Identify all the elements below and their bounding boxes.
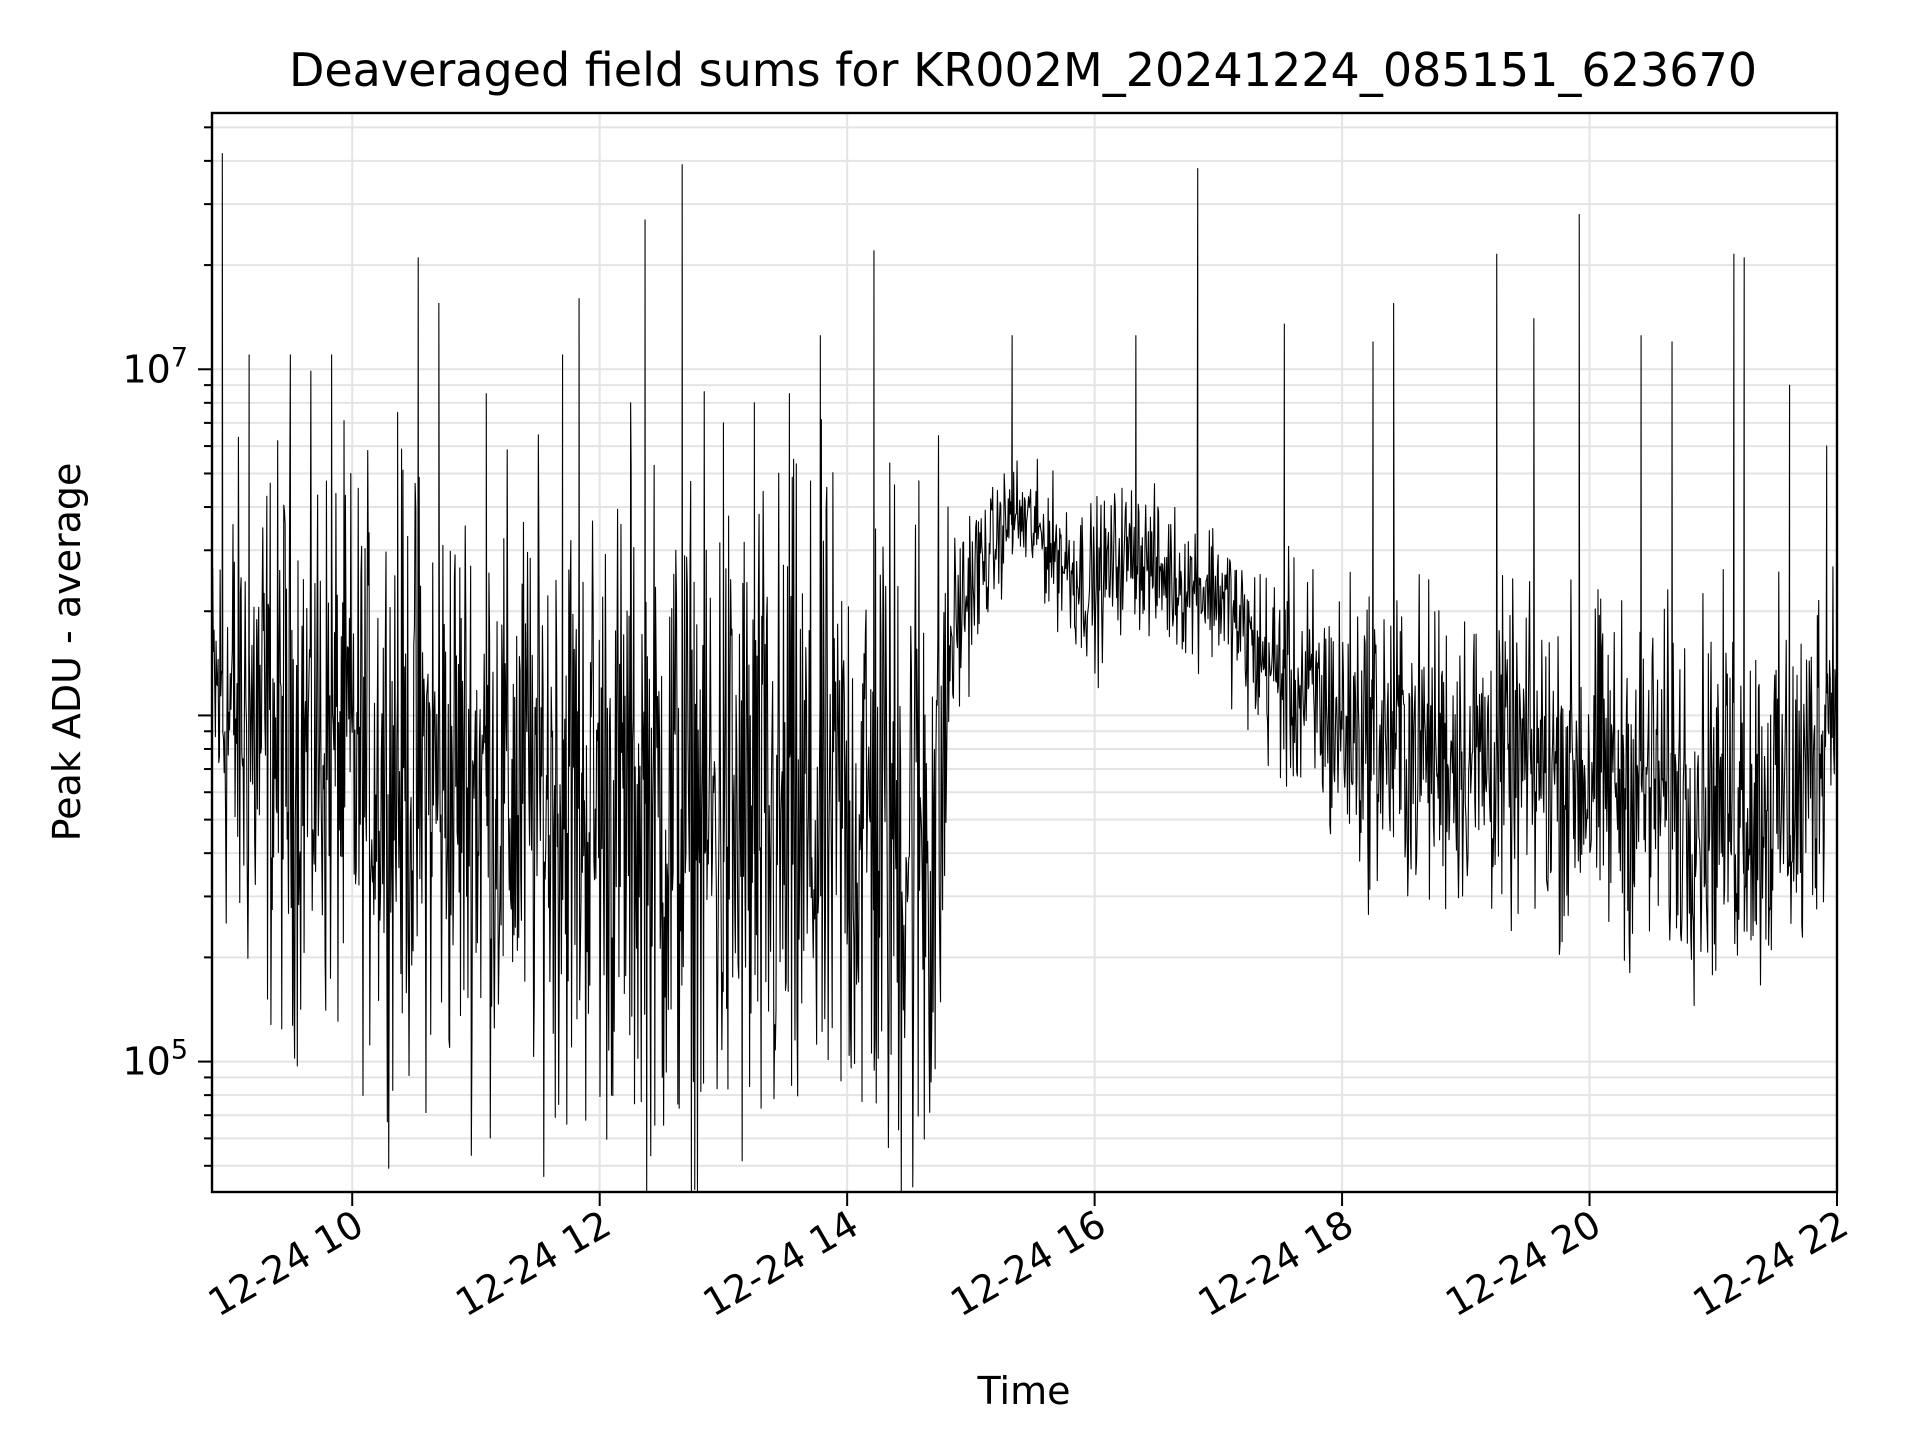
y-tick-label: 107: [122, 342, 188, 391]
chart-title: Deaveraged field sums for KR002M_2024122…: [289, 43, 1757, 97]
x-axis-label: Time: [977, 1369, 1071, 1413]
y-tick-label: 105: [122, 1035, 188, 1084]
plot-frame: [210, 111, 1839, 1194]
y-axis-label: Peak ADU - average: [45, 463, 89, 842]
series-layer: [211, 152, 1838, 1193]
series-line: [211, 152, 1838, 1193]
y-axis: 105 107: [122, 126, 212, 1167]
